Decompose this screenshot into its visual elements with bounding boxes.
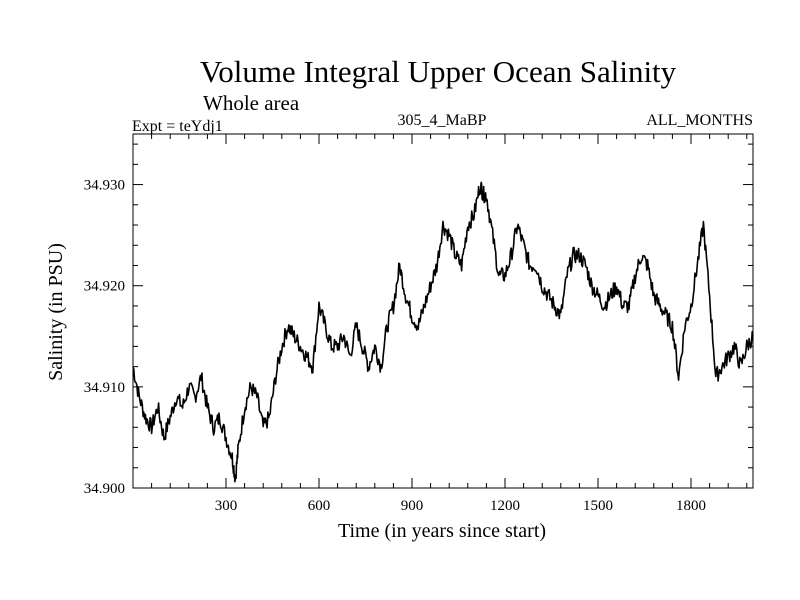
y-tick-label: 34.900 — [84, 481, 125, 497]
y-tick-label: 34.930 — [84, 178, 125, 194]
run-label: 305_4_MaBP — [398, 112, 487, 129]
experiment-label: Expt = teYdj1 — [132, 118, 223, 135]
y-axis-tick-labels: 34.900 34.910 34.920 34.930 — [84, 178, 125, 497]
series-line-salinity — [132, 181, 754, 483]
period-label: ALL_MONTHS — [646, 112, 753, 129]
y-tick-label: 34.910 — [84, 380, 125, 396]
x-axis-tick-labels: 300 600 900 1200 1500 1800 — [215, 498, 706, 514]
x-tick-label: 300 — [215, 498, 238, 514]
y-tick-label: 34.920 — [84, 279, 125, 295]
x-tick-label: 1800 — [676, 498, 706, 514]
plot-frame — [132, 133, 754, 489]
x-tick-label: 1200 — [490, 498, 520, 514]
chart-title: Volume Integral Upper Ocean Salinity — [200, 54, 677, 89]
x-axis-ticks — [151, 134, 748, 488]
chart-subtitle: Whole area — [203, 91, 300, 115]
x-axis-label: Time (in years since start) — [338, 520, 546, 542]
y-axis-ticks — [133, 143, 753, 489]
x-tick-label: 900 — [401, 498, 424, 514]
y-axis-label: Salinity (in PSU) — [45, 243, 67, 381]
x-tick-label: 600 — [308, 498, 331, 514]
x-tick-label: 1500 — [583, 498, 613, 514]
